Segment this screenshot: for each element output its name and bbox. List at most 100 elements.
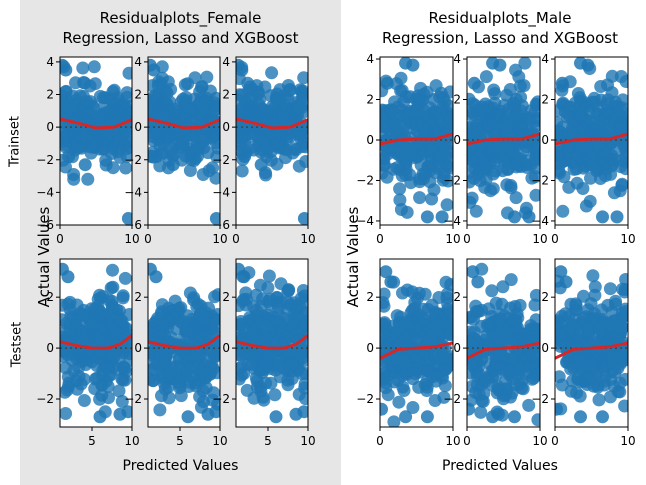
data-point-outlier bbox=[166, 158, 180, 172]
data-point bbox=[579, 114, 593, 128]
points-group bbox=[236, 262, 308, 424]
data-point bbox=[555, 316, 565, 330]
data-point bbox=[118, 271, 132, 285]
data-point bbox=[384, 103, 398, 117]
data-point bbox=[422, 364, 436, 378]
data-point bbox=[72, 331, 85, 344]
x-tick-label: 0 bbox=[376, 434, 384, 448]
data-point bbox=[489, 164, 503, 178]
data-point-outlier bbox=[380, 402, 388, 416]
data-point-outlier bbox=[555, 76, 569, 90]
data-point bbox=[413, 134, 427, 148]
data-point bbox=[489, 296, 503, 310]
data-point bbox=[77, 394, 91, 407]
y-tick-label: −4 bbox=[443, 214, 461, 228]
data-point bbox=[608, 112, 621, 126]
data-point bbox=[259, 358, 273, 372]
plot-frame bbox=[554, 258, 629, 428]
data-point bbox=[95, 330, 109, 344]
data-point bbox=[399, 168, 413, 182]
data-point bbox=[76, 61, 90, 75]
data-point bbox=[485, 284, 499, 298]
plot-frame bbox=[379, 56, 454, 226]
y-tick-label: 4 bbox=[46, 55, 54, 69]
data-point bbox=[150, 93, 164, 107]
data-point bbox=[619, 273, 628, 286]
data-point bbox=[586, 269, 600, 283]
data-point bbox=[400, 331, 414, 345]
y-tick-label: 2 bbox=[46, 88, 54, 102]
data-point bbox=[597, 374, 611, 388]
data-point bbox=[163, 146, 177, 160]
y-tick-label: 2 bbox=[453, 93, 461, 107]
male-xlabel: Predicted Values bbox=[442, 458, 558, 474]
y-tick-label: −2 bbox=[356, 392, 374, 406]
data-point bbox=[236, 318, 248, 332]
data-point bbox=[148, 345, 157, 359]
x-tick-label: 10 bbox=[300, 434, 315, 448]
y-tick-label: 0 bbox=[222, 120, 230, 134]
trend-line bbox=[467, 341, 540, 360]
x-tick-label: 0 bbox=[376, 232, 384, 246]
x-tick-label: 0 bbox=[551, 232, 559, 246]
data-point bbox=[180, 324, 193, 338]
points-group bbox=[555, 57, 628, 224]
data-point bbox=[522, 398, 536, 412]
data-point-outlier bbox=[467, 265, 480, 279]
y-tick-label: 0 bbox=[541, 341, 549, 355]
y-tick-label: −2 bbox=[124, 392, 142, 406]
data-point bbox=[260, 329, 274, 343]
data-point bbox=[380, 170, 394, 184]
data-point bbox=[489, 367, 503, 381]
data-point bbox=[254, 145, 268, 159]
panel-male-trainset-regression: 420−2−40 10 bbox=[356, 52, 460, 246]
data-point-outlier bbox=[610, 210, 624, 224]
data-point bbox=[523, 362, 537, 375]
data-point bbox=[164, 82, 178, 96]
data-point bbox=[504, 181, 518, 195]
data-point-outlier bbox=[237, 270, 251, 284]
data-point bbox=[393, 182, 407, 196]
data-point bbox=[595, 303, 609, 317]
data-point bbox=[253, 92, 267, 106]
data-point bbox=[594, 80, 608, 93]
data-point bbox=[191, 332, 205, 346]
data-point bbox=[153, 403, 167, 417]
data-point bbox=[70, 320, 84, 334]
data-point bbox=[618, 142, 628, 156]
data-point bbox=[614, 70, 628, 83]
data-point bbox=[586, 313, 600, 327]
data-point bbox=[509, 63, 523, 77]
data-point-outlier bbox=[471, 275, 485, 289]
data-point bbox=[236, 359, 249, 373]
y-tick-label: 4 bbox=[366, 52, 374, 66]
data-point bbox=[508, 98, 521, 112]
data-point bbox=[159, 107, 172, 121]
y-tick-label: 0 bbox=[366, 341, 374, 355]
data-point-outlier bbox=[486, 410, 500, 424]
data-point bbox=[243, 80, 257, 94]
data-point bbox=[380, 299, 391, 313]
data-point bbox=[179, 149, 193, 163]
female-ylabel: Actual Values bbox=[35, 206, 53, 308]
y-tick-label: 0 bbox=[222, 341, 230, 355]
data-point bbox=[381, 120, 395, 134]
data-point bbox=[515, 122, 529, 136]
data-point bbox=[525, 171, 539, 185]
data-point bbox=[297, 295, 308, 309]
data-point bbox=[67, 172, 81, 186]
data-point-outlier bbox=[384, 275, 398, 289]
panel-male-testset-regression: 2 0 −2 0 10 bbox=[356, 258, 461, 448]
data-point bbox=[249, 288, 263, 302]
data-point bbox=[202, 164, 216, 178]
y-tick-label: −6 bbox=[124, 218, 142, 232]
data-point bbox=[162, 301, 175, 315]
data-point bbox=[614, 103, 628, 117]
data-point bbox=[504, 273, 518, 287]
data-point bbox=[236, 131, 248, 145]
data-point bbox=[444, 161, 453, 175]
data-point bbox=[555, 145, 564, 159]
data-point bbox=[586, 123, 600, 137]
data-point bbox=[277, 323, 291, 337]
plot-frame bbox=[466, 56, 541, 226]
